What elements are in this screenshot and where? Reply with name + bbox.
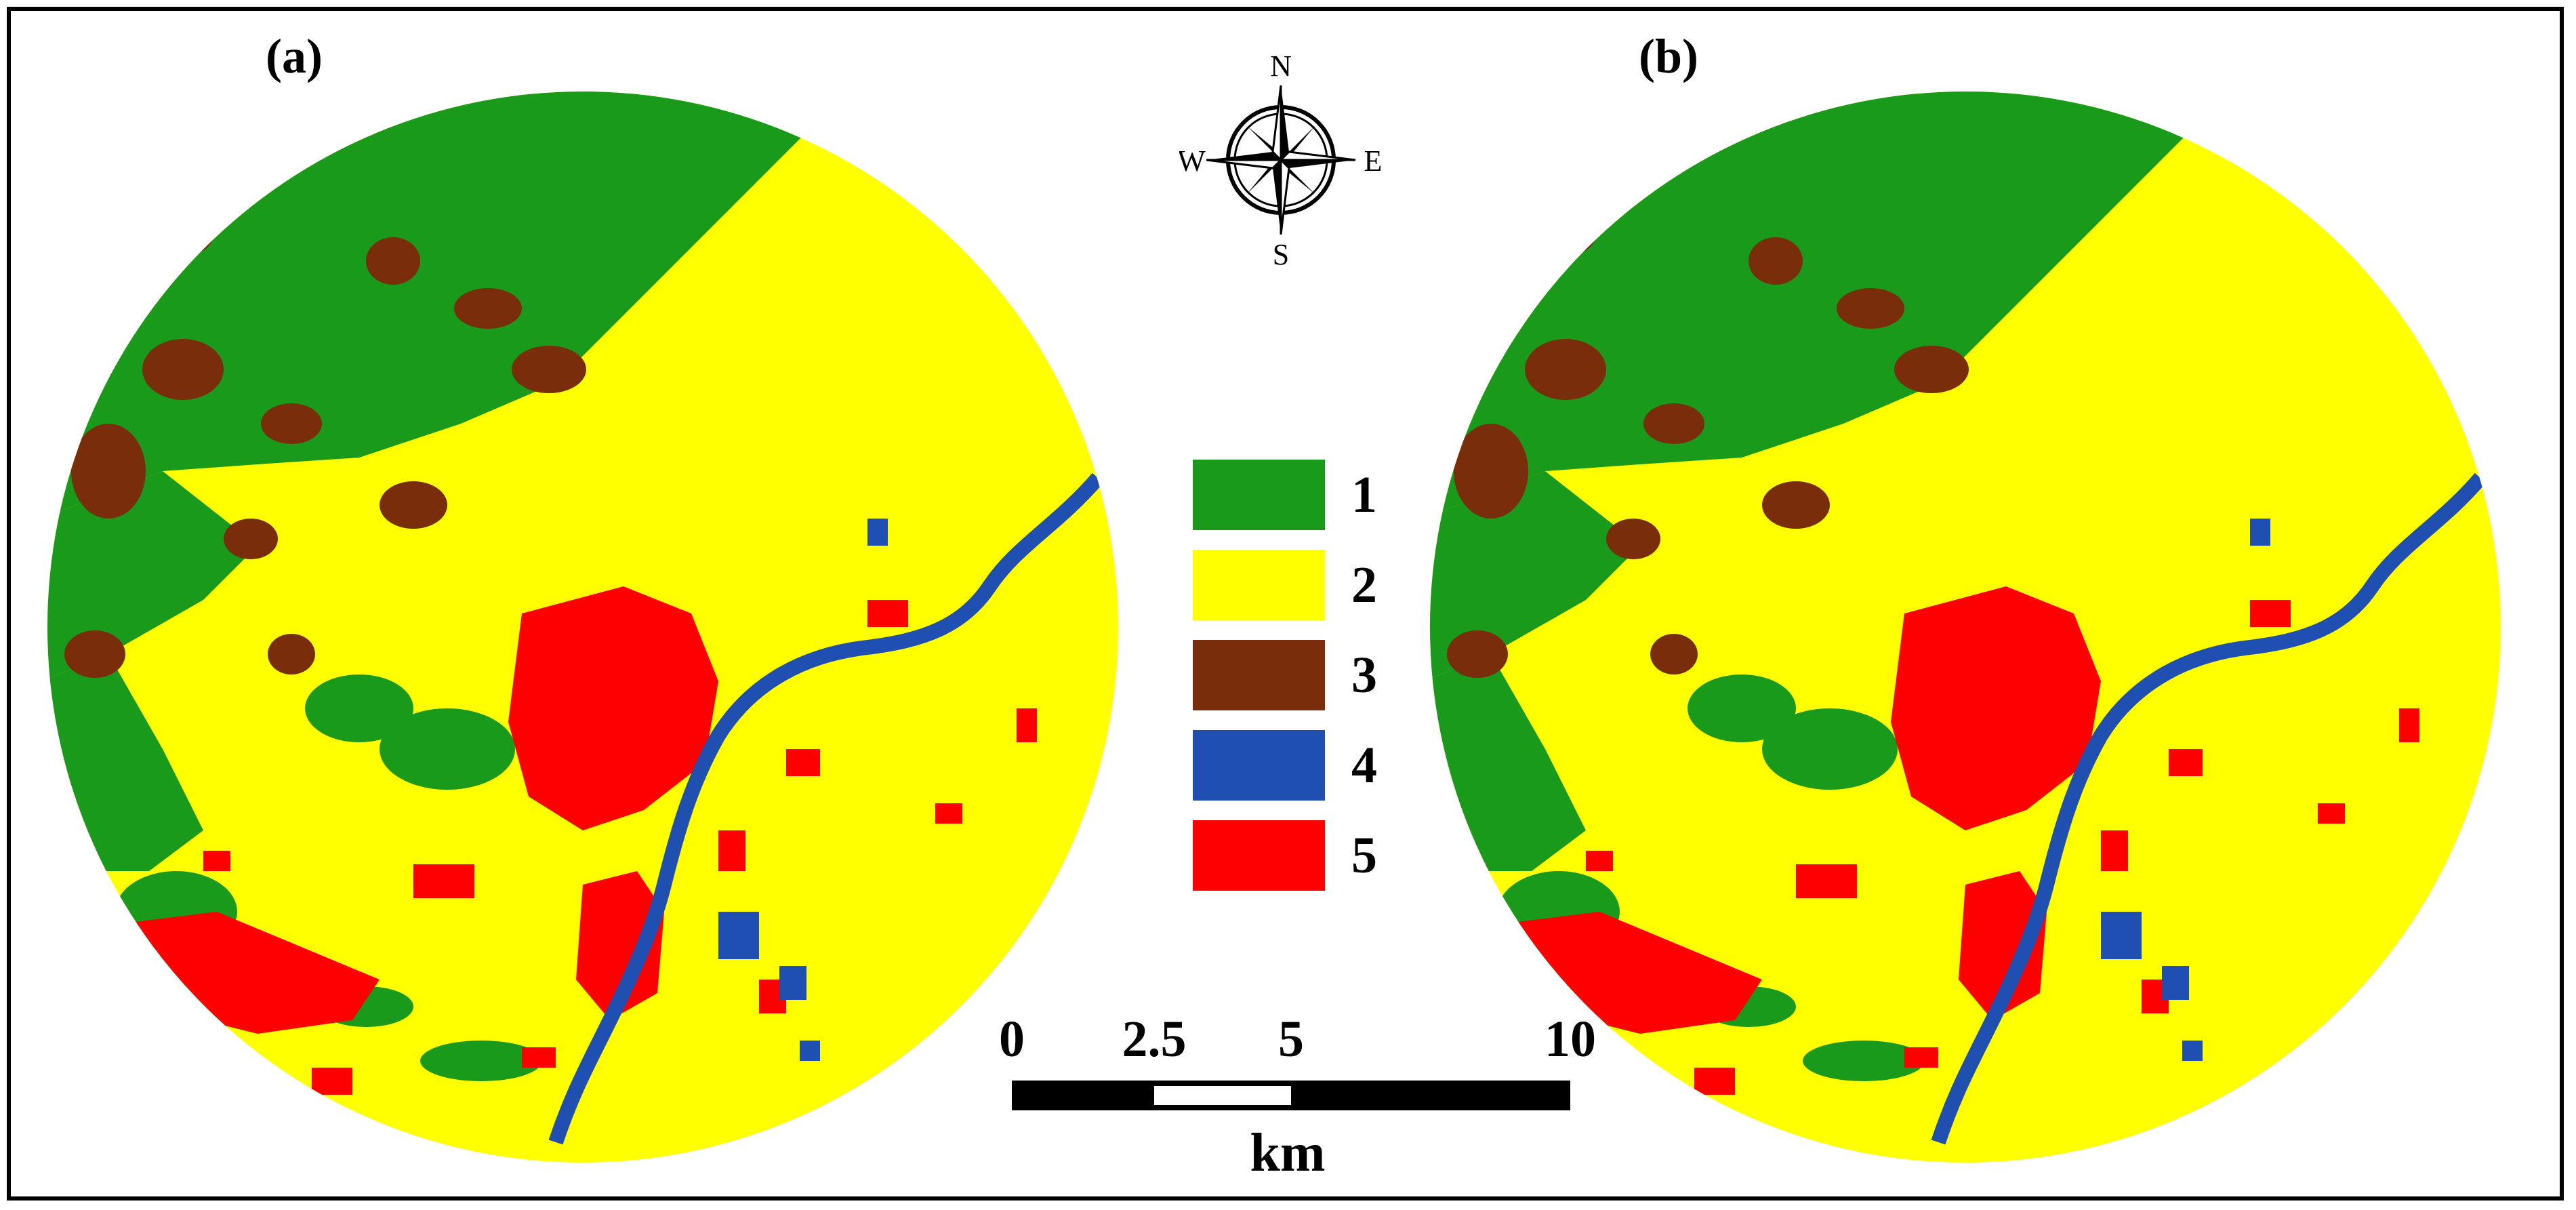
legend: 1 2 3 4 5 bbox=[1193, 460, 1410, 910]
map-a bbox=[41, 85, 1125, 1169]
legend-swatch bbox=[1193, 730, 1325, 801]
compass-s: S bbox=[1273, 238, 1289, 268]
scale-units: km bbox=[1250, 1123, 1326, 1183]
panel-label-a: (a) bbox=[266, 29, 323, 83]
scale-bar-black bbox=[1012, 1081, 1570, 1110]
legend-item: 5 bbox=[1193, 820, 1410, 895]
scale-tick-label: 2.5 bbox=[1122, 1011, 1187, 1068]
compass-w: W bbox=[1179, 144, 1206, 178]
scale-bar-white-segment bbox=[1154, 1086, 1291, 1105]
legend-item: 3 bbox=[1193, 640, 1410, 714]
legend-item: 1 bbox=[1193, 460, 1410, 534]
legend-label: 5 bbox=[1351, 827, 1377, 884]
legend-item: 4 bbox=[1193, 730, 1410, 805]
legend-swatch bbox=[1193, 460, 1325, 530]
scale-tick-label: 10 bbox=[1545, 1011, 1596, 1068]
legend-label: 2 bbox=[1351, 557, 1377, 613]
legend-label: 4 bbox=[1351, 737, 1377, 794]
scale-tick-label: 5 bbox=[1278, 1011, 1304, 1068]
legend-swatch bbox=[1193, 640, 1325, 710]
legend-swatch bbox=[1193, 820, 1325, 891]
legend-label: 3 bbox=[1351, 647, 1377, 704]
scale-bar: 0 2.5 5 10 km bbox=[986, 1010, 1596, 1186]
legend-swatch bbox=[1193, 550, 1325, 620]
panel-label-b: (b) bbox=[1639, 29, 1698, 83]
compass-e: E bbox=[1364, 144, 1383, 178]
map-b bbox=[1423, 85, 2508, 1169]
compass-n: N bbox=[1270, 49, 1292, 83]
scale-tick-label: 0 bbox=[999, 1011, 1025, 1068]
compass-rose-icon: N S E W bbox=[1179, 49, 1383, 268]
legend-item: 2 bbox=[1193, 550, 1410, 624]
legend-label: 1 bbox=[1351, 466, 1377, 523]
